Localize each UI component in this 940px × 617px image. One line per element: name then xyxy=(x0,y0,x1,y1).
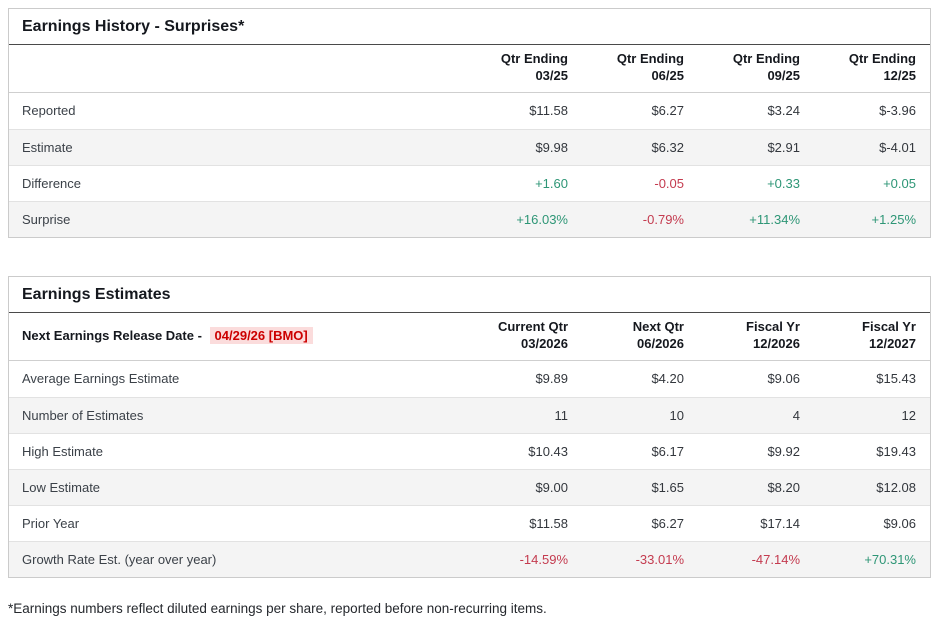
row-label: Prior Year xyxy=(22,515,80,531)
cell-value: $-3.96 xyxy=(879,103,916,119)
cell-value: -47.14% xyxy=(751,551,800,567)
earnings-estimates-body: Average Earnings Estimate $9.89 $4.20 $9.06… xyxy=(9,361,930,577)
cell-value: $9.89 xyxy=(535,371,568,387)
release-date-label: Next Earnings Release Date - xyxy=(22,328,202,344)
cell-value: -0.05 xyxy=(654,175,684,191)
table-row: Estimate $9.98 $6.32 $2.91 $-4.01 xyxy=(9,128,930,165)
column-header: Qtr Ending 09/25 xyxy=(732,51,800,83)
row-label: Growth Rate Est. (year over year) xyxy=(22,551,217,567)
cell-value: +0.33 xyxy=(767,175,800,191)
earnings-estimates-table: Earnings Estimates Next Earnings Release… xyxy=(8,275,931,578)
row-label: Low Estimate xyxy=(22,479,101,495)
cell-value: +1.60 xyxy=(535,175,568,191)
table-row: Difference +1.60 -0.05 +0.33 +0.05 xyxy=(9,164,930,201)
cell-value: $19.43 xyxy=(876,443,916,459)
cell-value: +0.05 xyxy=(883,175,916,191)
table-row: Growth Rate Est. (year over year) -14.59%… xyxy=(9,540,930,577)
cell-value: 10 xyxy=(669,407,684,423)
cell-value: $11.58 xyxy=(529,515,568,531)
cell-value: $8.20 xyxy=(767,479,800,495)
earnings-history-title: Earnings History - Surprises* xyxy=(9,9,930,45)
earnings-history-table: Earnings History - Surprises* Qtr Ending… xyxy=(8,8,931,238)
cell-value: $11.58 xyxy=(529,103,568,119)
cell-value: +1.25% xyxy=(871,211,916,227)
column-header: Fiscal Yr 12/2026 xyxy=(746,318,800,351)
table-row: Reported $11.58 $6.27 $3.24 $-3.96 xyxy=(9,93,930,129)
cell-value: $9.92 xyxy=(767,443,800,459)
cell-value: 11 xyxy=(554,407,569,423)
column-header: Qtr Ending 06/25 xyxy=(616,51,684,83)
cell-value: $12.08 xyxy=(876,479,916,495)
cell-value: $6.27 xyxy=(651,103,684,119)
cell-value: +70.31% xyxy=(864,551,916,567)
column-header: Fiscal Yr 12/2027 xyxy=(862,318,916,351)
cell-value: +16.03% xyxy=(516,211,568,227)
column-header: Qtr Ending 12/25 xyxy=(848,51,916,83)
cell-value: -0.79% xyxy=(642,211,684,227)
cell-value: $9.06 xyxy=(883,515,916,531)
column-header: Qtr Ending 03/25 xyxy=(500,51,568,83)
earnings-history-header-row: Qtr Ending 03/25 Qtr Ending 06/25 Qtr Ending… xyxy=(9,45,930,93)
cell-value: 4 xyxy=(792,407,800,423)
cell-value: $9.00 xyxy=(535,479,568,495)
cell-value: $6.27 xyxy=(651,515,684,531)
cell-value: $4.20 xyxy=(651,371,684,387)
cell-value: 12 xyxy=(901,407,916,423)
earnings-estimates-title: Earnings Estimates xyxy=(9,277,930,313)
table-row: Average Earnings Estimate $9.89 $4.20 $9.06… xyxy=(9,361,930,397)
cell-value: $17.14 xyxy=(760,515,800,531)
row-label: Surprise xyxy=(22,211,71,227)
cell-value: $9.98 xyxy=(535,139,568,155)
earnings-estimates-header-row: Next Earnings Release Date - 04/29/26 [B… xyxy=(9,313,930,361)
earnings-history-body: Reported $11.58 $6.27 $3.24 $-3.96 Estimate $9… xyxy=(9,93,930,237)
cell-value: $6.32 xyxy=(651,139,684,155)
table-row: Low Estimate $9.00 $1.65 $8.20 $12.08 xyxy=(9,468,930,505)
column-header: Current Qtr 03/2026 xyxy=(497,318,568,351)
column-header: Next Qtr 06/2026 xyxy=(632,318,684,351)
row-label: Reported xyxy=(22,103,76,119)
cell-value: $3.24 xyxy=(767,103,800,119)
row-label: High Estimate xyxy=(22,443,103,459)
earnings-footnote: *Earnings numbers reflect diluted earnin… xyxy=(8,600,547,616)
cell-value: -33.01% xyxy=(635,551,684,567)
cell-value: $1.65 xyxy=(651,479,684,495)
cell-value: $9.06 xyxy=(767,371,800,387)
release-date-badge: 04/29/26 [BMO] xyxy=(209,327,313,345)
cell-value: $10.43 xyxy=(528,443,568,459)
row-label: Estimate xyxy=(22,139,73,155)
row-label: Difference xyxy=(22,175,82,191)
cell-value: $2.91 xyxy=(767,139,800,155)
row-label: Number of Estimates xyxy=(22,407,144,423)
cell-value: $-4.01 xyxy=(879,139,916,155)
cell-value: $15.43 xyxy=(876,371,916,387)
cell-value: $6.17 xyxy=(651,443,684,459)
table-row: Prior Year $11.58 $6.27 $17.14 $9.06 xyxy=(9,504,930,541)
row-label: Average Earnings Estimate xyxy=(22,371,180,387)
cell-value: +11.34% xyxy=(749,211,800,227)
table-row: High Estimate $10.43 $6.17 $9.92 $19.43 xyxy=(9,432,930,469)
table-row: Number of Estimates 11 10 4 12 xyxy=(9,396,930,433)
table-row: Surprise +16.03% -0.79% +11.34% +1.25% xyxy=(9,200,930,237)
cell-value: -14.59% xyxy=(519,551,568,567)
next-earnings-release-date: Next Earnings Release Date - 04/29/26 [B… xyxy=(9,327,466,345)
